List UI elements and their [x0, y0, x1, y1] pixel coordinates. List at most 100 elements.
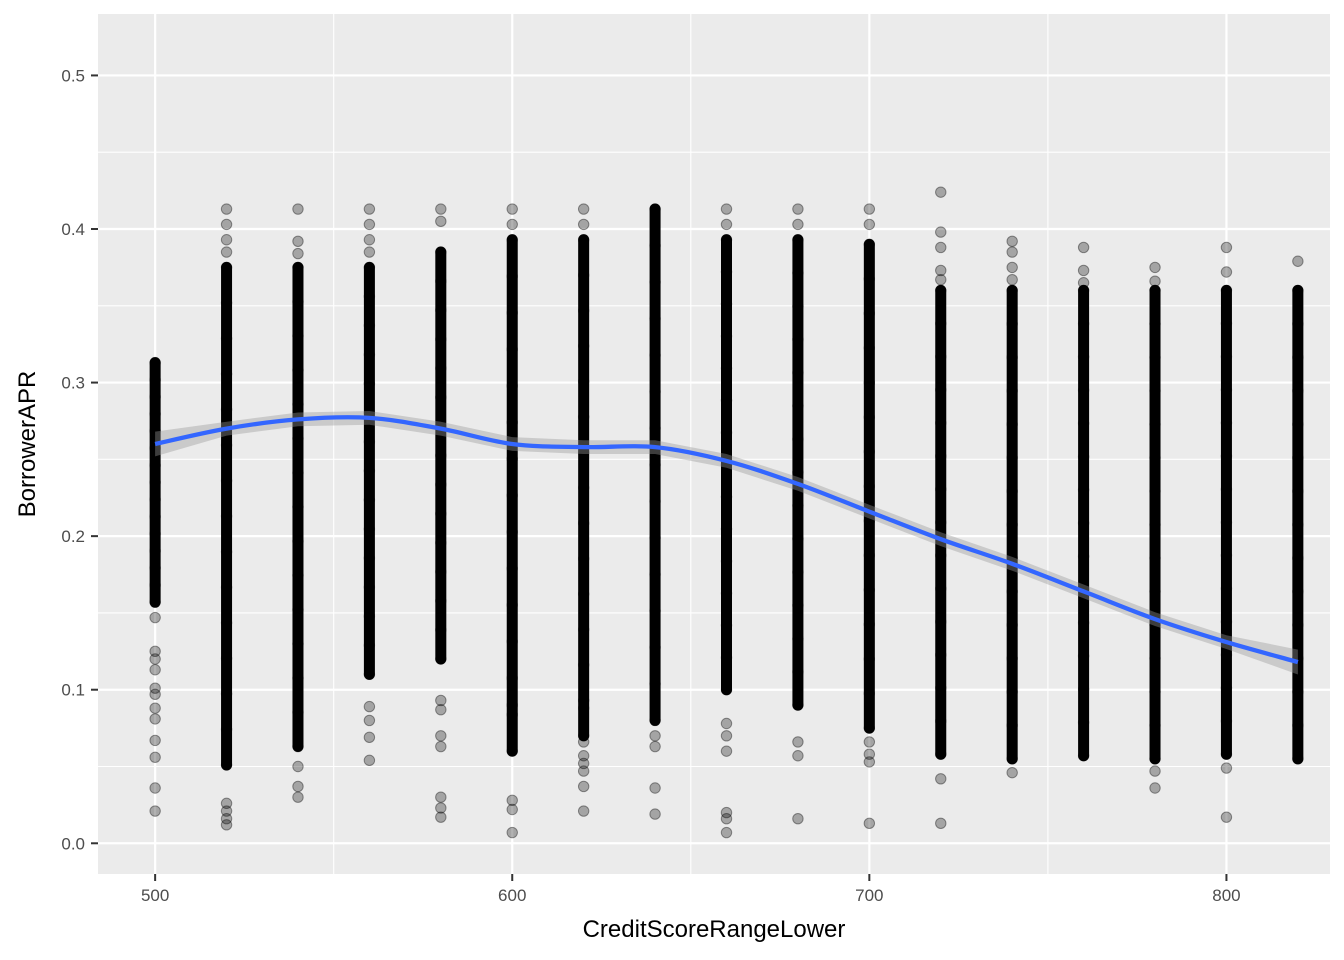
y-tick-label: 0.3 — [61, 374, 85, 393]
data-point — [792, 736, 804, 748]
data-point — [935, 264, 947, 277]
data-point — [863, 238, 876, 251]
data-point — [220, 246, 233, 258]
x-tick-label: 800 — [1212, 886, 1240, 905]
data-point — [720, 266, 733, 278]
data-point — [935, 549, 947, 562]
data-point — [506, 826, 518, 839]
data-point — [863, 687, 876, 700]
data-point — [577, 765, 590, 777]
data-point — [649, 740, 661, 753]
data-point — [220, 805, 233, 817]
data-point — [792, 632, 804, 645]
y-tick-label: 0.0 — [61, 834, 85, 853]
data-point — [220, 723, 233, 736]
data-point — [1292, 585, 1304, 598]
data-point — [792, 813, 804, 825]
data-point — [292, 603, 304, 616]
data-point — [649, 714, 661, 727]
data-point — [577, 482, 590, 494]
y-axis: 0.0 0.1 0.2 0.3 0.4 0.5 — [61, 66, 98, 853]
data-points — [149, 186, 1304, 839]
data-point — [363, 754, 376, 767]
data-point — [792, 499, 804, 512]
data-point — [435, 791, 447, 803]
data-point — [435, 362, 447, 375]
data-point — [577, 623, 590, 636]
data-point — [577, 780, 590, 793]
data-point — [220, 813, 233, 825]
data-point — [1292, 318, 1304, 330]
data-point — [220, 297, 233, 309]
data-point — [1292, 485, 1304, 497]
data-point — [649, 276, 661, 288]
data-point — [1292, 619, 1304, 631]
data-point — [363, 731, 376, 744]
data-point — [1149, 418, 1161, 430]
data-point — [292, 638, 304, 650]
data-point — [1149, 652, 1161, 665]
data-point — [506, 307, 518, 319]
data-point — [577, 517, 590, 529]
data-point — [1220, 811, 1233, 823]
data-point — [506, 203, 518, 215]
data-point — [863, 273, 876, 285]
data-point — [649, 239, 661, 252]
data-point — [577, 702, 590, 714]
data-point — [863, 480, 876, 492]
data-point — [935, 284, 947, 297]
data-point — [435, 653, 447, 665]
data-point — [149, 459, 161, 471]
data-point — [649, 532, 661, 544]
data-point — [863, 748, 876, 760]
data-point — [935, 317, 947, 330]
data-point — [935, 748, 947, 760]
data-point — [149, 579, 161, 591]
data-point — [292, 398, 304, 410]
data-point — [435, 730, 447, 742]
data-point — [863, 342, 876, 354]
data-point — [792, 400, 804, 412]
data-point — [435, 203, 447, 215]
x-axis-title: CreditScoreRangeLower — [583, 916, 846, 943]
data-point — [649, 459, 661, 471]
data-point — [506, 745, 518, 757]
data-point — [792, 599, 804, 612]
data-point — [1006, 753, 1018, 765]
data-point — [1149, 585, 1161, 598]
data-point — [435, 595, 447, 607]
data-point — [792, 218, 804, 231]
data-point — [649, 203, 661, 215]
data-point — [792, 267, 804, 279]
data-point — [577, 736, 590, 748]
data-point — [149, 374, 161, 386]
data-point — [1077, 384, 1090, 396]
data-point — [292, 535, 304, 547]
data-point — [506, 794, 518, 806]
data-point — [149, 682, 161, 694]
data-point — [1149, 284, 1161, 297]
data-point — [363, 319, 376, 332]
data-point — [149, 545, 161, 557]
data-point — [577, 757, 590, 770]
data-point — [1220, 682, 1233, 694]
data-point — [220, 332, 233, 345]
data-point — [720, 298, 733, 310]
data-point — [577, 552, 590, 565]
data-point — [935, 773, 947, 785]
data-point — [1149, 452, 1161, 464]
data-point — [1077, 650, 1090, 662]
data-point — [1292, 284, 1304, 297]
data-point — [935, 417, 947, 429]
data-point — [149, 734, 161, 747]
data-point — [1149, 318, 1161, 330]
data-point — [792, 466, 804, 479]
data-point — [363, 610, 376, 622]
data-point — [435, 333, 447, 345]
data-point — [863, 411, 876, 423]
data-point — [1149, 753, 1161, 765]
data-point — [935, 483, 947, 495]
data-point — [1220, 241, 1233, 254]
data-point — [149, 391, 161, 403]
data-point — [292, 203, 304, 215]
